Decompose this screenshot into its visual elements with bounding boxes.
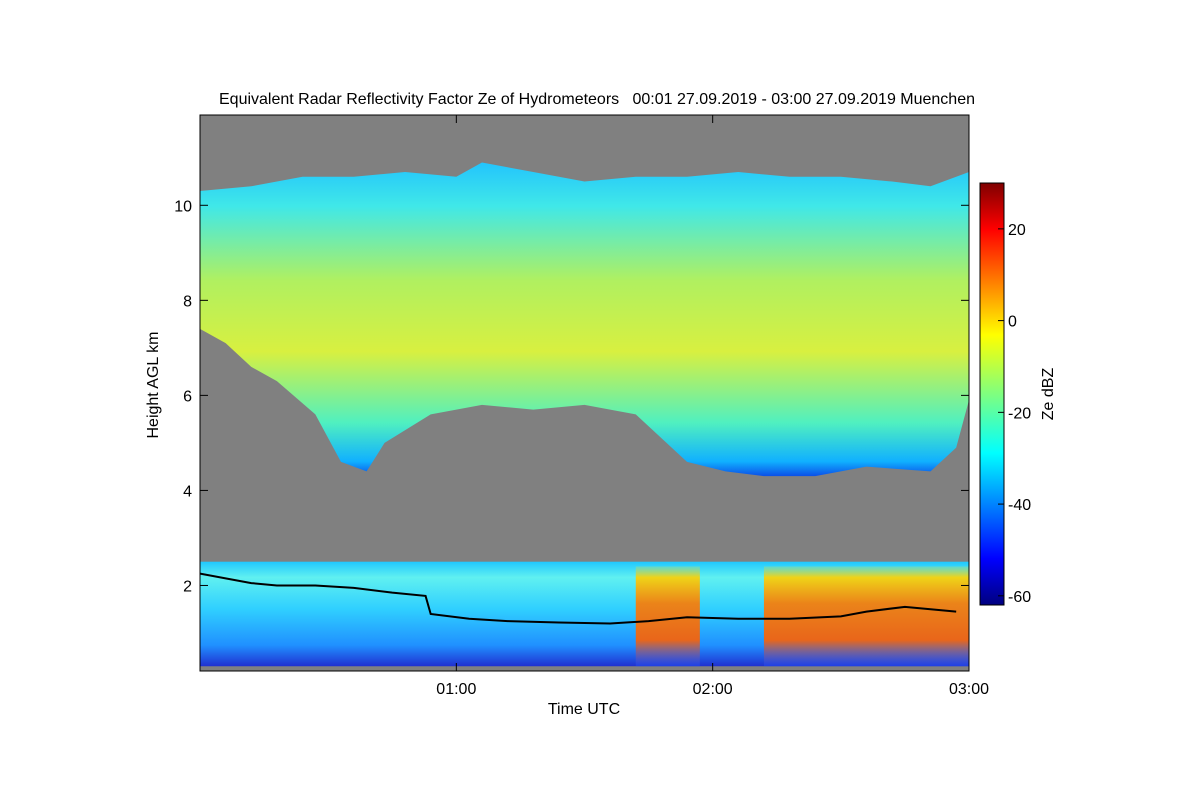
heatmap-layer (200, 162, 969, 667)
y-tick-label: 8 (183, 293, 192, 310)
x-tick-label: 02:00 (693, 681, 733, 698)
plot-frame (199, 114, 970, 672)
upper-cloud-echo (200, 162, 969, 477)
strong-echo-1 (763, 566, 969, 667)
colorbar-tick-label: -60 (1008, 589, 1031, 606)
series-line-0 (200, 572, 957, 625)
y-tick-label: 4 (183, 483, 192, 500)
x-axis: 01:00 02:00 03:00 (436, 115, 989, 698)
y-axis: 2 4 6 8 10 (174, 198, 969, 595)
chart-title: Equivalent Radar Reflectivity Factor Ze … (219, 91, 975, 108)
y-axis-label: Height AGL km (145, 331, 162, 438)
colorbar-tick-label: -20 (1008, 405, 1031, 422)
y-tick-label: 10 (174, 198, 192, 215)
x-axis-label: Time UTC (548, 701, 620, 718)
y-tick-label: 2 (183, 578, 192, 595)
strong-echo-0 (635, 566, 700, 667)
colorbar-axis: -60 -40 -20 0 20 (998, 222, 1031, 606)
colorbar-label: Ze dBZ (1040, 368, 1057, 421)
colorbar (979, 182, 1005, 606)
x-tick-label: 01:00 (436, 681, 476, 698)
colorbar-tick-label: -40 (1008, 497, 1031, 514)
colorbar-tick-label: 20 (1008, 222, 1026, 239)
y-tick-label: 6 (183, 388, 192, 405)
colorbar-tick-label: 0 (1008, 314, 1017, 331)
x-tick-label: 03:00 (949, 681, 989, 698)
